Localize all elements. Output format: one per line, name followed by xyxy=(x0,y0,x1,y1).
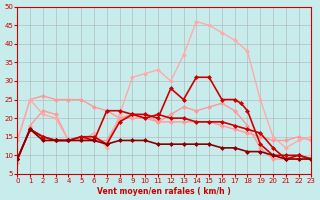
X-axis label: Vent moyen/en rafales ( km/h ): Vent moyen/en rafales ( km/h ) xyxy=(98,187,231,196)
